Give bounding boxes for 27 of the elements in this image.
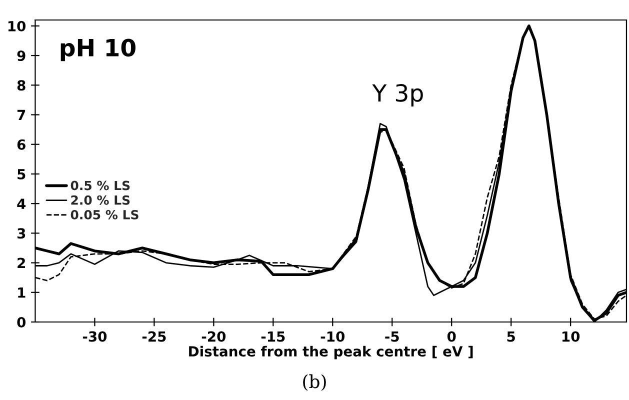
x-tick-label: 5 <box>507 331 515 342</box>
y-tick-label: 2 <box>18 258 25 268</box>
x-tick-label: 10 <box>562 331 580 342</box>
y-tick-label: 0 <box>17 316 26 328</box>
x-tick-label: -30 <box>82 331 107 342</box>
y-tick-label: 4 <box>17 198 26 209</box>
y-tick-label: 1 <box>18 288 26 298</box>
x-tick-label: -10 <box>320 331 345 342</box>
x-tick-label: -5 <box>385 331 399 342</box>
x-tick-label: 0 <box>447 331 456 342</box>
y-tick-label: 5 <box>18 169 26 180</box>
y-tick-label: 10 <box>8 20 26 32</box>
annotation: pH 10 <box>60 38 136 62</box>
y-tick-label: 8 <box>17 80 26 91</box>
x-tick-label: -20 <box>202 331 226 342</box>
y-tick-label: 9 <box>17 50 26 62</box>
legend-label: 0.5 % LS <box>70 180 130 190</box>
y-tick-label: 6 <box>17 139 26 150</box>
legend-label: 0.05 % LS <box>70 210 138 220</box>
x-tick-label: -15 <box>261 331 285 342</box>
text: (b) <box>303 374 326 391</box>
x-tick-label: -25 <box>142 331 166 342</box>
y-tick-label: 3 <box>17 228 26 239</box>
annotation: Y 3p <box>372 84 423 106</box>
legend-label: 2.0 % LS <box>71 195 130 205</box>
x-axis-title: Distance from the peak centre [ eV ] <box>189 346 473 360</box>
y-tick-label: 7 <box>17 110 26 120</box>
